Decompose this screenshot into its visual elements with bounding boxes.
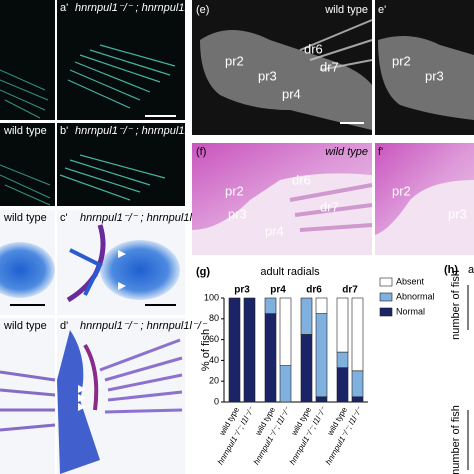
genotype-label: wild type [324,4,368,16]
y-axis-label: % of fish [200,329,212,371]
chart-title: adult radials [260,266,320,278]
structure-label: pr2 [392,53,411,68]
bar-segment [315,313,328,398]
y-tick-label: 80 [209,313,219,323]
panel-d: wild type [0,318,56,474]
panel-label: (g) [196,266,210,278]
bar-segment [243,297,256,403]
y-tick-label: 100 [204,292,219,302]
group-label: dr6 [306,285,322,296]
bar-segment [279,297,292,366]
bar-segment [315,396,328,403]
group-label: pr3 [234,285,250,296]
panel-label: b' [60,125,68,137]
legend-label: Normal [396,306,425,316]
legend-label: Absent [396,276,425,286]
panel-d-prime: d' hnrnpul1⁻/⁻ ; hnrnpul1l⁻/⁻ [57,318,208,474]
structure-label: pr2 [225,53,244,68]
panel-g: (g) adult radials % of fish 0 20 40 60 80 100… [196,266,435,466]
bar-segment [336,351,349,368]
bar-segment [264,297,277,314]
panel-a-prime: a' hnrnpul1⁻/⁻ ; hnrnpul1l⁻/⁻ [57,0,203,120]
group-label: pr4 [270,285,286,296]
genotype-label: hnrnpul1⁻/⁻ ; hnrnpul1l⁻/⁻ [75,125,203,137]
panel-label: e' [378,4,386,16]
panel-b-prime: b' hnrnpul1⁻/⁻ ; hnrnpul1l⁻/⁻ [57,123,203,206]
structure-label: dr7 [320,59,339,74]
structure-label: pr3 [228,206,247,221]
panel-label: (e) [196,4,209,16]
structure-label: pr3 [425,68,444,83]
legend-label: Abnormal [396,291,435,301]
panel-label: d' [60,320,68,332]
bar-segment [300,297,313,335]
panel-c: wild type [0,210,55,315]
panel-label: (h) [444,264,458,276]
bar-segment [228,297,241,403]
y-tick-label: 20 [209,376,219,386]
bar-segment [264,313,277,403]
legend-swatch [379,307,393,317]
genotype-label: wild type [3,320,47,332]
structure-label: dr6 [304,41,323,56]
chart-title: a [468,264,474,276]
group-label: dr7 [342,285,358,296]
structure-label: pr2 [392,183,411,198]
y-tick-label: 40 [209,355,219,365]
panel-f-prime: f' pr2 pr3 [375,143,474,255]
bar-segment [351,297,364,372]
bar-segment [300,334,313,403]
bar-segment [351,370,364,398]
panel-h: (h) a number of fish number of fish [444,264,474,474]
structure-label: pr4 [265,223,284,238]
structure-label: dr7 [320,199,339,214]
panel-label: f' [378,146,383,158]
axis-label: number of fish [450,405,462,474]
legend-swatch [379,277,393,287]
panel-f: (f) wild type pr2 pr3 pr4 dr6 dr7 [192,143,373,255]
genotype-label: wild type [3,125,47,137]
panel-label: (f) [196,146,206,158]
genotype-label: hnrnpul1⁻/⁻ ; hnrnpul1l⁻/⁻ [75,2,203,14]
panel-b: wild type [0,123,55,206]
legend-swatch [379,292,393,302]
genotype-label: hnrnpul1⁻/⁻ ; hnrnpul1l⁻/⁻ [80,320,208,332]
axis-label: number of fish [450,270,462,340]
panel-e-prime: e' pr2 pr3 [375,0,474,135]
panel-label: c' [60,212,68,224]
structure-label: pr3 [448,206,467,221]
y-tick-label: 60 [209,334,219,344]
genotype-label: hnrnpul1⁻/⁻ ; hnrnpul1l⁻/⁻ [80,212,208,224]
panel-c-prime: c' hnrnpul1⁻/⁻ ; hnrnpul1l⁻/⁻ [57,210,208,315]
bar-segment [279,365,292,403]
panel-e: (e) wild type pr2 pr3 pr4 dr6 dr7 [192,0,373,135]
bar-segment [336,367,349,403]
genotype-label: wild type [325,146,368,158]
structure-label: pr3 [258,68,277,83]
bar-segment [315,297,328,314]
structure-label: pr2 [225,183,244,198]
genotype-label: wild type [3,212,47,224]
structure-label: pr4 [282,86,301,101]
y-tick-label: 0 [214,396,219,406]
bar-segment [336,297,349,353]
bar-segment [351,396,364,403]
panel-a [0,0,55,120]
panel-label: a' [60,2,68,14]
structure-label: dr6 [292,172,311,187]
